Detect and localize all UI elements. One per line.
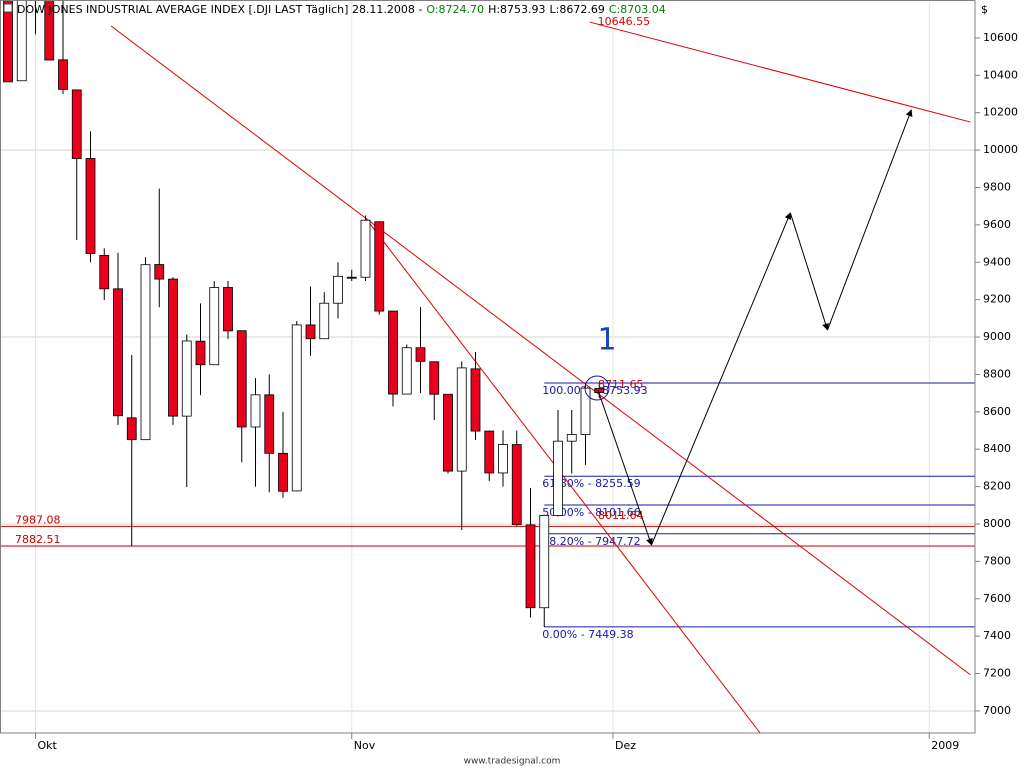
candle-body xyxy=(278,452,288,492)
y-tick-label: 8000 xyxy=(983,517,1011,530)
title-value: L:8672.69 xyxy=(550,3,605,16)
y-tick-label: 10200 xyxy=(983,106,1018,119)
candle-body xyxy=(223,287,233,332)
candle-body xyxy=(126,417,137,441)
candle-body xyxy=(319,302,330,340)
candle-body xyxy=(456,367,467,472)
footer: www.tradesignal.com xyxy=(464,757,561,767)
candle-body xyxy=(484,430,495,474)
candle-body xyxy=(181,340,192,417)
candle-body xyxy=(236,330,247,428)
candle-body xyxy=(195,340,206,366)
title-value: H:8753.93 xyxy=(488,3,545,16)
trendline-label: 10646.55 xyxy=(598,15,651,28)
y-tick-label: 7600 xyxy=(983,592,1011,605)
trend-value-label: 8711.65 xyxy=(598,378,644,391)
candle-body xyxy=(360,219,371,278)
candle-body xyxy=(525,524,536,609)
y-tick-label: 8600 xyxy=(983,405,1011,418)
title-value: C:8703.04 xyxy=(609,3,666,16)
forecast-arrow xyxy=(651,212,792,546)
candle-body xyxy=(305,324,316,340)
y-tick-label: 8200 xyxy=(983,480,1011,493)
chart-title: DOW JONES INDUSTRIAL AVERAGE INDEX [.DJI… xyxy=(17,3,422,16)
candle-body xyxy=(374,221,385,312)
y-tick-label: 7400 xyxy=(983,629,1011,642)
x-tick-label: Dez xyxy=(615,739,636,752)
y-tick-label: 9400 xyxy=(983,255,1011,268)
y-tick-label: 8400 xyxy=(983,442,1011,455)
candle-body xyxy=(443,393,453,472)
y-tick-label: 8800 xyxy=(983,367,1011,380)
trend-value-label: 8011.64 xyxy=(598,509,644,522)
candle-body xyxy=(140,264,151,441)
candle-body xyxy=(154,264,165,280)
candle-body xyxy=(539,514,550,609)
highlight-circle xyxy=(584,375,610,401)
candle-body xyxy=(85,158,96,254)
candle-body xyxy=(16,0,27,82)
title-value: O:8724.70 xyxy=(426,3,484,16)
fib-label: 38.20% - 7947.72 xyxy=(542,535,640,548)
wave-label: 1 xyxy=(597,323,616,358)
candle-body xyxy=(71,89,82,159)
candle-body xyxy=(429,361,440,395)
candle-body xyxy=(498,444,508,474)
candle-body xyxy=(58,59,68,90)
candle-body xyxy=(388,310,398,395)
candle-body xyxy=(264,394,275,454)
candle-body xyxy=(580,387,591,435)
support-label: 7987.08 xyxy=(15,513,61,526)
candle-body xyxy=(566,434,577,442)
y-tick-label: 9000 xyxy=(983,330,1011,343)
candle-body xyxy=(44,0,55,61)
candle-body xyxy=(415,347,426,362)
y-tick-label: 7000 xyxy=(983,704,1011,717)
candle-body xyxy=(113,288,123,417)
y-tick-label: 9800 xyxy=(983,181,1011,194)
candle-body xyxy=(511,444,522,525)
plot-border xyxy=(0,0,976,734)
y-tick-label: 10400 xyxy=(983,68,1018,81)
y-tick-label: 9200 xyxy=(983,293,1011,306)
currency-label: $ xyxy=(981,3,988,16)
forecast-arrow xyxy=(789,212,829,331)
forecast-arrow xyxy=(827,109,913,331)
trendline xyxy=(110,25,971,676)
support-label: 7882.51 xyxy=(15,533,61,546)
title-icon xyxy=(3,3,13,13)
candle-body xyxy=(346,276,357,279)
candle-body xyxy=(333,275,343,304)
candle-body xyxy=(401,347,412,395)
trendline xyxy=(589,21,971,123)
candle-body xyxy=(250,394,261,428)
y-tick-label: 9600 xyxy=(983,218,1011,231)
y-tick-label: 10000 xyxy=(983,143,1018,156)
fib-label: 0.00% - 7449.38 xyxy=(542,628,633,641)
y-tick-label: 7200 xyxy=(983,667,1011,680)
candle-body xyxy=(553,440,563,516)
y-tick-label: 7800 xyxy=(983,554,1011,567)
candle-body xyxy=(470,368,481,432)
x-tick-label: Okt xyxy=(38,739,58,752)
candle-body xyxy=(209,287,220,366)
x-tick-label: Nov xyxy=(354,739,376,752)
candle-body xyxy=(99,254,110,290)
candle-body xyxy=(168,278,178,417)
y-tick-label: 10600 xyxy=(983,31,1018,44)
forecast-arrow xyxy=(597,389,653,546)
candle-body xyxy=(291,324,302,492)
x-tick-label: 2009 xyxy=(931,739,959,752)
